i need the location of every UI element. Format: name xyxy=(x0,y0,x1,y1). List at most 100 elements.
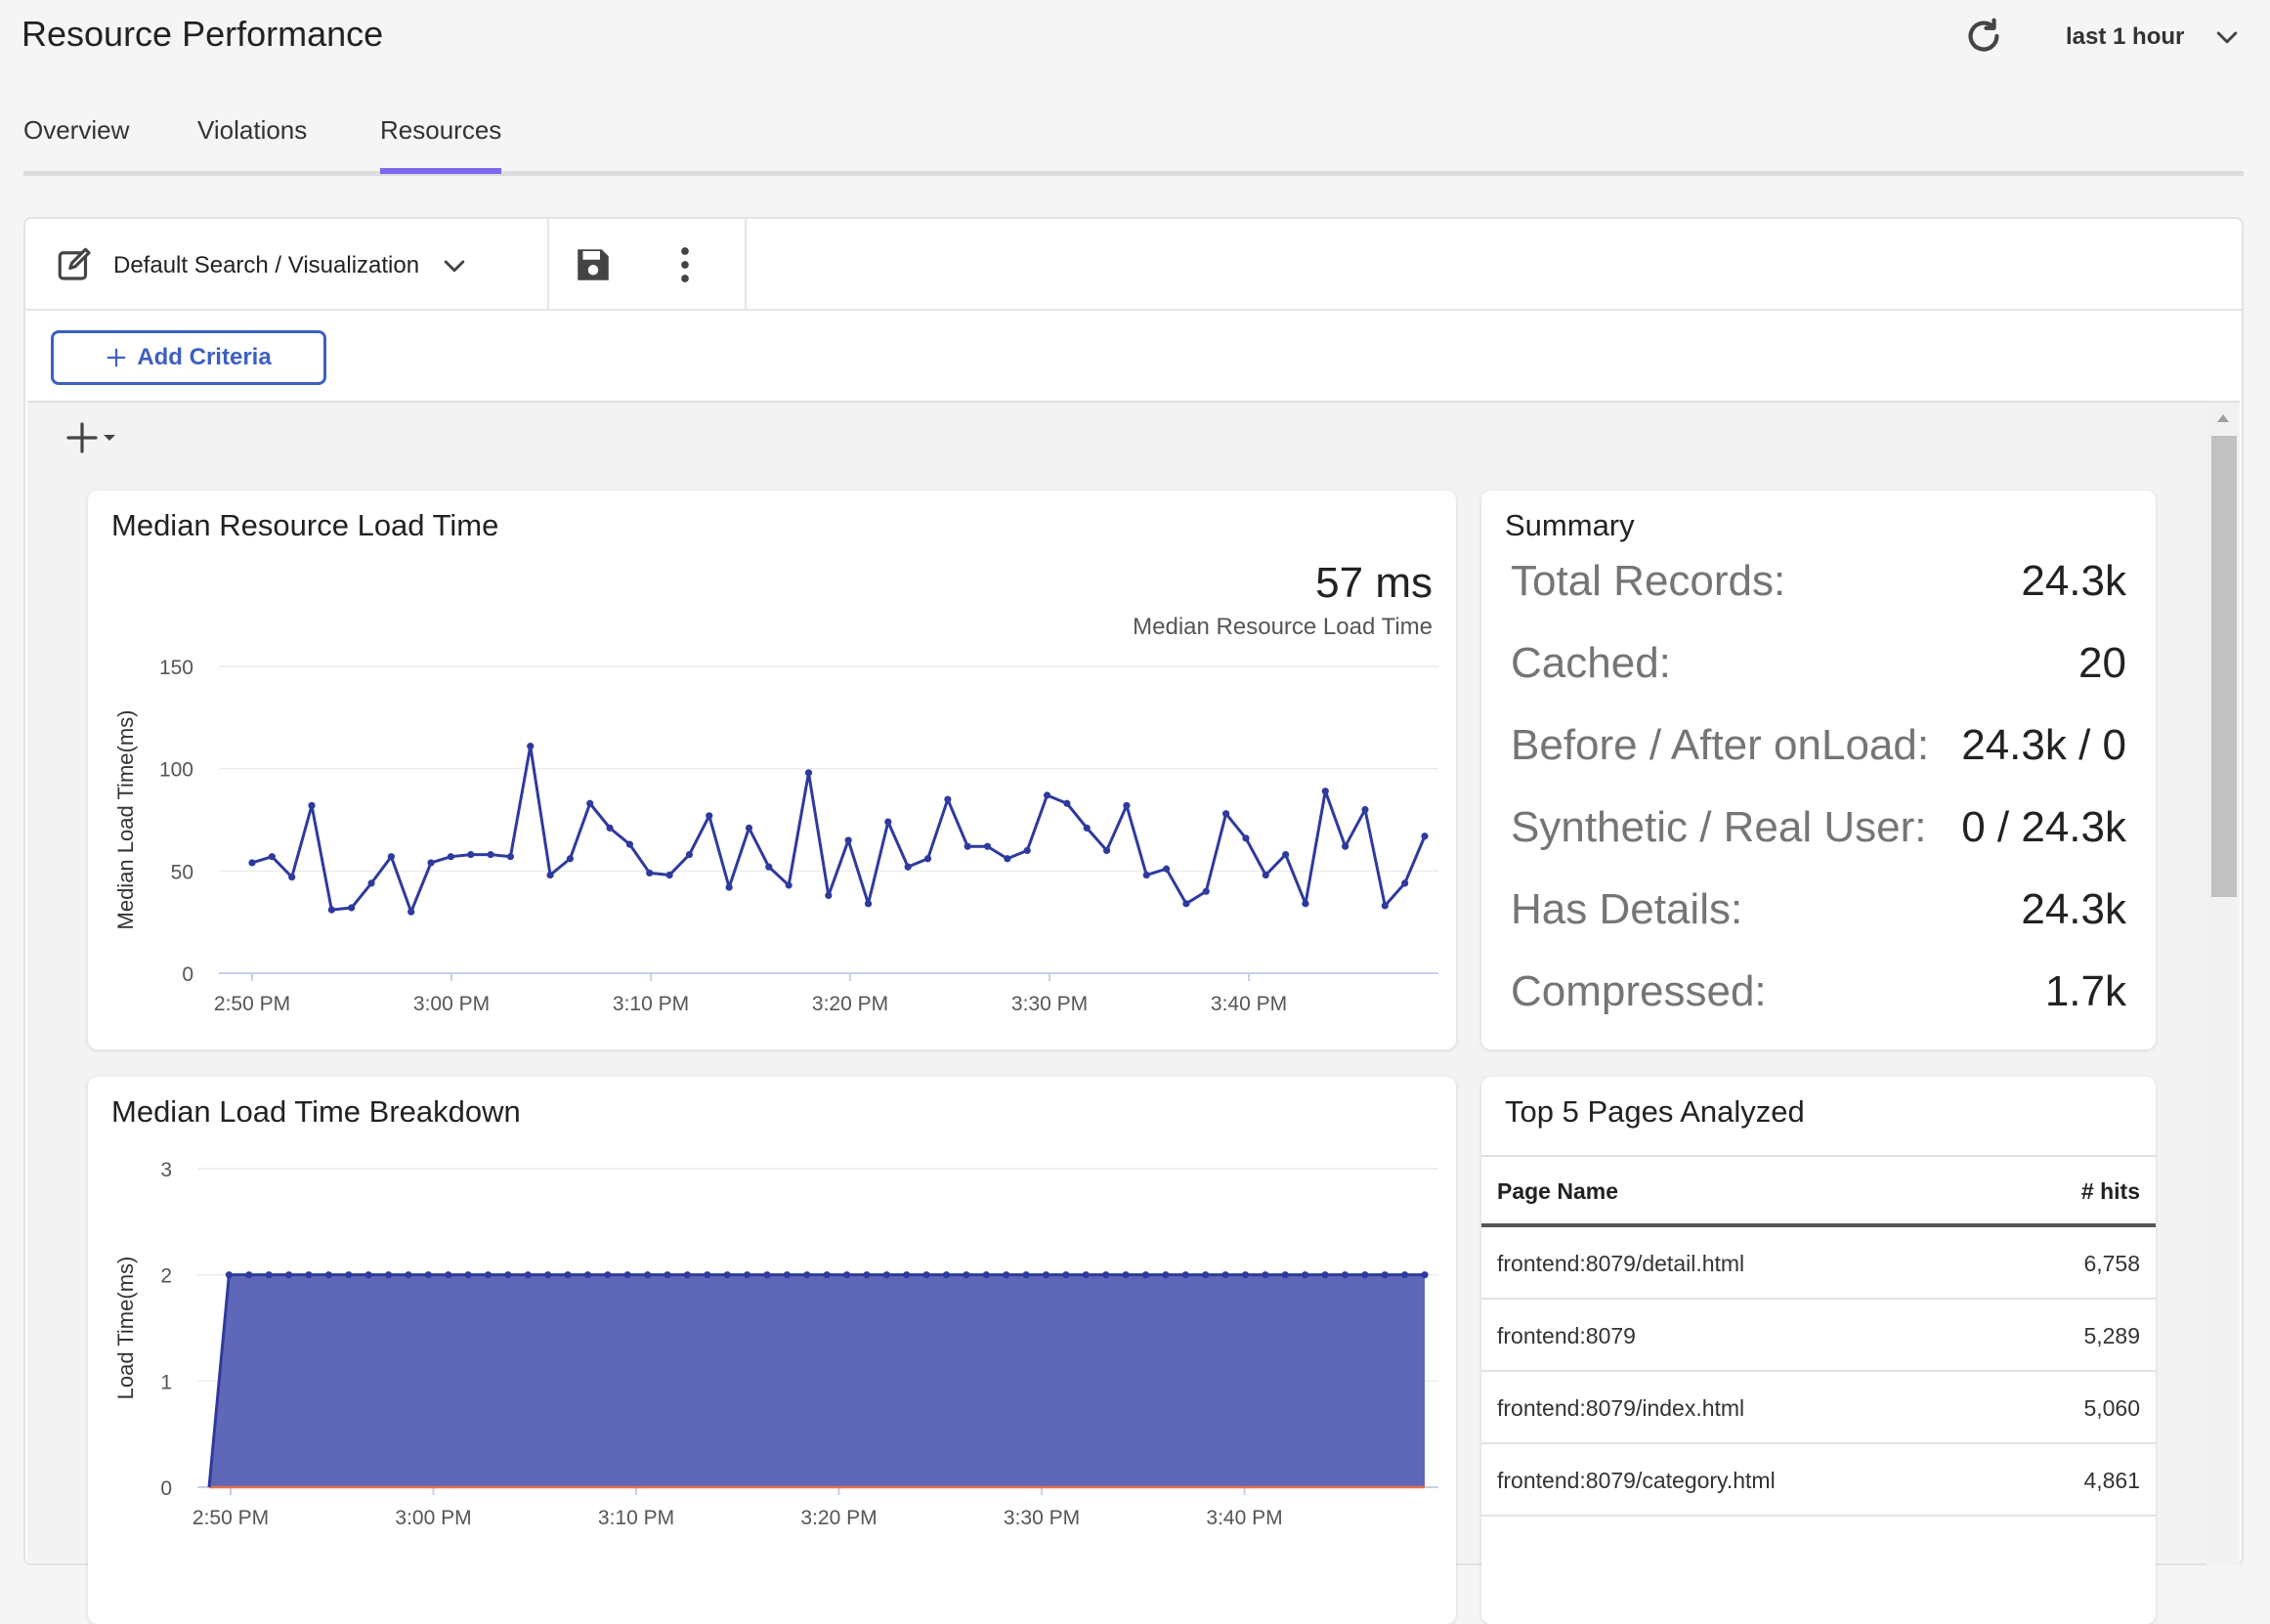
data-point xyxy=(1043,791,1051,799)
data-point xyxy=(723,1271,731,1279)
more-vertical-icon[interactable] xyxy=(676,244,694,285)
tab-violations[interactable]: Violations xyxy=(197,115,308,145)
tab-overview[interactable]: Overview xyxy=(23,115,130,145)
table-row[interactable]: frontend:8079/category.html 4,861 xyxy=(1481,1444,2156,1517)
x-tick-label: 2:50 PM xyxy=(193,1507,269,1529)
data-point xyxy=(1004,855,1011,863)
edit-icon[interactable] xyxy=(55,244,96,285)
data-point xyxy=(1381,902,1389,910)
data-point xyxy=(1421,1271,1429,1279)
data-point xyxy=(704,1271,711,1279)
data-point xyxy=(903,1271,911,1279)
data-point xyxy=(982,1271,990,1279)
data-point xyxy=(623,1271,631,1279)
data-point xyxy=(1202,1271,1210,1279)
summary-value: 24.3k xyxy=(2021,557,2126,605)
x-tick-label: 3:20 PM xyxy=(812,993,888,1015)
y-tick-label: 100 xyxy=(159,759,193,782)
data-point xyxy=(405,1271,412,1279)
series-line xyxy=(251,745,1427,914)
vertical-scrollbar[interactable] xyxy=(2206,403,2240,1565)
data-point xyxy=(1102,1271,1110,1279)
data-point xyxy=(1141,1271,1150,1279)
data-point xyxy=(1341,1271,1349,1279)
data-point xyxy=(1003,1271,1010,1279)
card-title: Top 5 Pages Analyzed xyxy=(1505,1094,1805,1129)
data-point xyxy=(983,842,992,850)
data-point xyxy=(1023,846,1031,854)
scrollbar-thumb[interactable] xyxy=(2211,436,2237,897)
data-point xyxy=(1242,834,1250,842)
data-point xyxy=(268,853,276,861)
data-point xyxy=(665,871,673,879)
data-point xyxy=(288,874,296,881)
refresh-icon[interactable] xyxy=(1961,14,2006,59)
data-point xyxy=(842,1271,851,1279)
summary-value: 1.7k xyxy=(2044,967,2126,1015)
x-tick-label: 3:00 PM xyxy=(413,993,490,1015)
card-title: Summary xyxy=(1505,508,1635,542)
data-point xyxy=(644,1271,652,1279)
page-header: Resource Performance last 1 hour xyxy=(0,0,2270,78)
hits-cell: 6,758 xyxy=(2083,1251,2140,1276)
summary-label: Synthetic / Real User: xyxy=(1511,803,1927,851)
summary-label: Compressed: xyxy=(1511,967,1767,1015)
table-row[interactable]: frontend:8079/detail.html 6,758 xyxy=(1481,1227,2156,1300)
hits-cell: 5,060 xyxy=(2083,1395,2140,1421)
table-row[interactable]: frontend:8079 5,289 xyxy=(1481,1300,2156,1372)
data-point xyxy=(546,871,554,879)
data-point xyxy=(348,904,356,912)
data-point xyxy=(1221,1271,1229,1279)
column-header-hits[interactable]: # hits xyxy=(2080,1178,2140,1204)
chevron-down-icon[interactable] xyxy=(2212,23,2242,53)
data-point xyxy=(923,855,932,863)
data-point xyxy=(504,1271,512,1279)
data-point xyxy=(487,850,494,859)
data-point xyxy=(765,863,773,871)
chevron-down-icon[interactable] xyxy=(440,252,469,281)
data-point xyxy=(265,1271,273,1279)
y-tick-label: 0 xyxy=(182,963,193,986)
scroll-up-arrow-icon[interactable] xyxy=(2215,412,2231,424)
add-criteria-label: Add Criteria xyxy=(137,344,272,370)
data-point xyxy=(445,1271,452,1279)
data-point xyxy=(1262,871,1269,879)
data-point xyxy=(1142,871,1150,879)
data-point xyxy=(407,908,415,916)
data-point xyxy=(367,879,375,887)
data-point xyxy=(763,1271,771,1279)
data-point xyxy=(1202,887,1210,895)
save-icon[interactable] xyxy=(573,244,614,285)
tab-resources[interactable]: Resources xyxy=(380,115,502,174)
data-point xyxy=(744,1271,751,1279)
data-point xyxy=(384,1271,393,1279)
saved-search-name[interactable]: Default Search / Visualization xyxy=(113,252,420,278)
data-point xyxy=(706,812,713,820)
y-tick-label: 150 xyxy=(159,657,193,679)
data-point xyxy=(424,1271,432,1279)
data-point xyxy=(1262,1271,1269,1279)
data-point xyxy=(1281,1271,1289,1279)
data-point xyxy=(484,1271,493,1279)
data-point xyxy=(725,883,733,891)
data-point xyxy=(884,818,892,826)
data-point xyxy=(564,1271,572,1279)
x-tick-label: 3:10 PM xyxy=(613,993,689,1015)
add-criteria-button[interactable]: Add Criteria xyxy=(51,330,326,385)
y-axis-label: Load Time(ms) xyxy=(113,1257,138,1400)
x-tick-label: 2:50 PM xyxy=(214,993,290,1015)
summary-label: Cached: xyxy=(1511,639,1671,687)
table-row[interactable]: frontend:8079/index.html 5,060 xyxy=(1481,1372,2156,1444)
dashboard-panel: Default Search / Visualization Add Crite… xyxy=(23,217,2244,1624)
summary-row: Synthetic / Real User: 0 / 24.3k xyxy=(1511,803,2126,862)
time-range-select[interactable]: last 1 hour xyxy=(2066,23,2185,50)
summary-value: 24.3k xyxy=(2021,885,2126,933)
data-point xyxy=(506,853,515,861)
summary-label: Before / After onLoad: xyxy=(1511,721,1930,769)
add-widget-icon[interactable] xyxy=(66,418,125,457)
summary-row: Has Details: 24.3k xyxy=(1511,885,2126,944)
summary-value: 24.3k / 0 xyxy=(1961,721,2126,769)
column-header-page-name[interactable]: Page Name xyxy=(1497,1178,1619,1204)
data-point xyxy=(804,769,813,777)
data-point xyxy=(922,1271,930,1279)
